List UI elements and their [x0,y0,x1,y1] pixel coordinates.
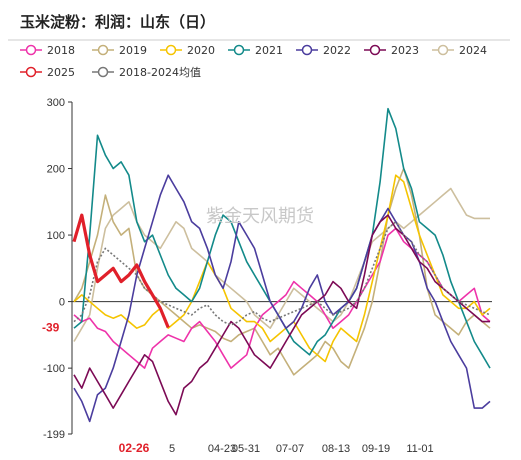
legend-item-2020[interactable]: 2020 [160,44,215,57]
legend-label: 2025 [47,66,75,79]
legend-item-2025[interactable]: 2025 [20,66,75,79]
legend-label: 2024 [459,44,487,57]
x-tick-label: 02-26 [119,441,150,455]
legend-item-2024[interactable]: 2024 [432,44,487,57]
latest-value-label: -39 [42,321,60,335]
legend-marker [301,44,313,56]
series-line-2020 [73,174,491,363]
series-line-2023 [73,214,490,416]
legend-label: 2022 [323,44,351,57]
x-tick-label: 11-01 [406,443,433,455]
y-tick-label: 300 [47,97,65,109]
legend-marker [97,44,109,56]
legend-item-2021[interactable]: 2021 [228,44,283,57]
legend-label: 2018-2024均值 [119,66,201,79]
legend-item-2023[interactable]: 2023 [364,44,419,57]
series-line-2019 [73,167,491,376]
x-tick-label: 04-23 [208,443,236,455]
y-tick-label: 200 [47,164,65,176]
y-tick-label: -199 [43,429,65,441]
legend-label: 2023 [391,44,419,57]
y-tick-label: 0 [59,297,65,309]
legend-marker [165,44,177,56]
y-tick-label: 100 [47,230,65,242]
x-tick-label: 5 [169,443,175,455]
legend: 2018 2019 2020 2021 2022 2023 2024 2025 2018-202… [20,44,487,79]
x-tick-label: 09-19 [362,443,390,455]
legend-marker [437,44,449,56]
legend-label: 2020 [187,44,215,57]
x-tick-label: 08-13 [322,443,350,455]
series-line-2021 [73,107,491,369]
legend-item-2018[interactable]: 2018 [20,44,75,57]
x-tick-label: 07-07 [276,443,304,455]
legend-marker [369,44,381,56]
series-line-2022 [73,174,491,423]
legend-marker [233,44,245,56]
legend-item-2018-2024[interactable]: 2018-2024均值 [92,66,201,79]
series-line-2024 [73,187,490,342]
x-tick-label: 05-31 [232,443,260,455]
legend-marker [25,44,37,56]
legend-label: 2018 [47,44,75,57]
legend-label: 2019 [119,44,147,57]
series-line-2025 [72,213,170,329]
legend-marker [97,66,109,78]
legend-item-2019[interactable]: 2019 [92,44,147,57]
legend-marker [25,66,37,78]
legend-item-2022[interactable]: 2022 [296,44,351,57]
watermark: 紫金天风期货 [206,206,314,227]
y-tick-label: -100 [43,363,65,375]
series-line-2018-2024 [73,221,491,326]
legend-label: 2021 [255,44,283,57]
chart-title: 玉米淀粉：利润：山东（日） [20,13,215,31]
